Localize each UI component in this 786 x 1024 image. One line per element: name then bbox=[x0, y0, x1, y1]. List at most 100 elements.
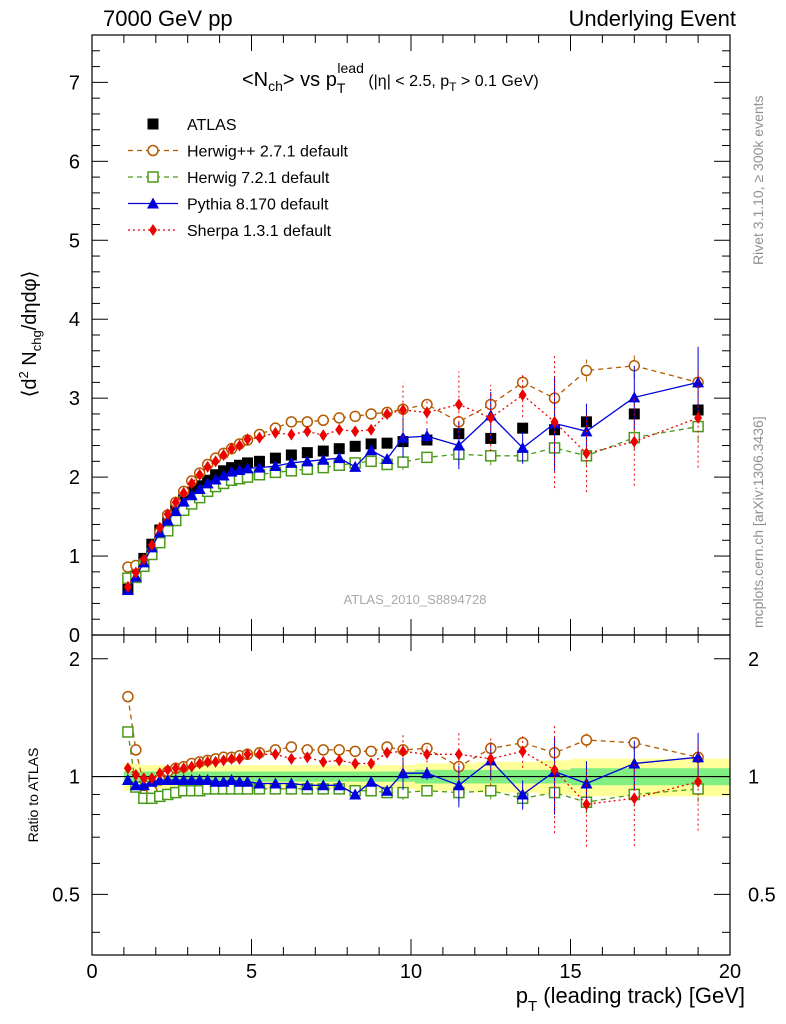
point-main bbox=[301, 455, 314, 467]
point-main bbox=[365, 408, 377, 420]
point-ratio bbox=[317, 779, 330, 791]
legend-entry: Pythia 8.170 default bbox=[128, 197, 329, 214]
point-main bbox=[365, 455, 377, 468]
legend-entry: Herwig 7.2.1 default bbox=[128, 170, 330, 187]
point-main bbox=[287, 428, 296, 441]
y-tick-label-main: 2 bbox=[69, 467, 80, 489]
point-ratio bbox=[153, 773, 166, 785]
point-ratio bbox=[303, 751, 312, 764]
point-main bbox=[209, 473, 222, 485]
point-main bbox=[333, 443, 345, 455]
point-main bbox=[211, 455, 220, 468]
point-ratio bbox=[486, 752, 495, 765]
legend-marker bbox=[147, 118, 159, 130]
mcplots-label: mcplots.cern.ch [arXiv:1306.3436] bbox=[750, 416, 766, 628]
point-main bbox=[582, 447, 591, 460]
xlabel-p: p bbox=[516, 983, 528, 1008]
point-ratio bbox=[452, 779, 465, 791]
point-ratio bbox=[243, 748, 252, 761]
point-main bbox=[381, 437, 393, 449]
y-axis-label-ratio: Ratio to ATLAS bbox=[25, 748, 41, 843]
series-main-4 bbox=[123, 355, 703, 593]
point-main bbox=[421, 451, 433, 464]
y-tick-label-ratio: 1 bbox=[69, 767, 80, 789]
point-main bbox=[580, 364, 593, 377]
point-main bbox=[155, 521, 164, 534]
point-main bbox=[333, 452, 346, 464]
point-main bbox=[271, 426, 280, 439]
header-right: Underlying Event bbox=[568, 6, 736, 31]
point-main bbox=[317, 414, 330, 427]
y-axis-label-main: ⟨d2 Nchg/dηdφ⟩ bbox=[16, 271, 44, 398]
point-ratio bbox=[421, 784, 433, 797]
point-ratio bbox=[201, 773, 214, 785]
point-ratio bbox=[333, 779, 346, 791]
point-ratio bbox=[137, 779, 150, 791]
point-main bbox=[185, 489, 198, 501]
point-main bbox=[351, 425, 360, 438]
point-main bbox=[253, 461, 266, 473]
title-lhs-sub: ch bbox=[268, 78, 283, 94]
point-ratio bbox=[185, 773, 198, 785]
point-main bbox=[630, 435, 639, 448]
point-ratio bbox=[179, 762, 188, 775]
point-main bbox=[162, 525, 174, 537]
point-main bbox=[301, 447, 313, 459]
point-main bbox=[131, 566, 140, 579]
point-ratio bbox=[630, 792, 639, 805]
ylabel-part1: ⟨d bbox=[19, 378, 41, 397]
ylabel-sub: chg bbox=[29, 330, 44, 351]
point-main bbox=[285, 449, 297, 461]
title-lhs: <N bbox=[242, 69, 268, 91]
point-main bbox=[269, 452, 281, 464]
point-main bbox=[123, 580, 132, 593]
point-main bbox=[255, 431, 264, 444]
x-axis-label: pT (leading track) [GeV] bbox=[516, 983, 745, 1015]
point-ratio bbox=[580, 777, 593, 789]
legend-label: Sherpa 1.3.1 default bbox=[187, 223, 332, 240]
legend: ATLAS Herwig++ 2.7.1 default Herwig 7.2.1 … bbox=[128, 117, 349, 240]
point-ratio bbox=[365, 745, 377, 758]
main-plot-title: <Nch> vs pTlead (|η| < 2.5, pT > 0.1 GeV… bbox=[242, 60, 539, 96]
legend-entry: Herwig++ 2.7.1 default bbox=[128, 144, 349, 161]
point-main bbox=[253, 455, 265, 467]
point-ratio bbox=[287, 752, 296, 765]
title-lhs-end: > vs p bbox=[283, 69, 337, 91]
point-ratio bbox=[169, 773, 182, 785]
point-ratio bbox=[177, 773, 190, 785]
axis-ticks: 0 5 10 15 20 0 1 2 3 4 5 6 7 0.5 0.5 1 1 2 2 bbox=[52, 34, 776, 983]
series-line-main bbox=[127, 394, 699, 588]
xlabel-rest: (leading track) [GeV] bbox=[537, 983, 745, 1008]
title-pt-sup: lead bbox=[337, 60, 363, 76]
point-ratio bbox=[139, 772, 148, 785]
legend-entry: ATLAS bbox=[147, 117, 237, 134]
point-ratio bbox=[271, 748, 280, 761]
point-ratio bbox=[365, 784, 377, 797]
point-ratio bbox=[694, 775, 703, 788]
point-ratio bbox=[255, 748, 264, 761]
point-ratio bbox=[422, 748, 431, 761]
y-tick-label-ratio-right: 0.5 bbox=[748, 884, 776, 906]
point-main bbox=[195, 468, 204, 481]
point-main bbox=[518, 389, 527, 401]
legend-label: Herwig++ 2.7.1 default bbox=[187, 144, 349, 161]
point-main bbox=[317, 445, 329, 457]
point-ratio bbox=[203, 755, 212, 768]
series-line-ratio bbox=[127, 750, 699, 805]
point-main bbox=[349, 410, 361, 423]
point-main bbox=[628, 391, 641, 403]
point-main bbox=[516, 441, 529, 453]
point-ratio bbox=[399, 745, 408, 758]
point-main bbox=[452, 439, 465, 451]
series-line-main bbox=[127, 425, 699, 579]
point-ratio bbox=[317, 744, 330, 756]
point-main bbox=[147, 539, 156, 551]
x-tick-label: 0 bbox=[86, 961, 97, 983]
point-ratio bbox=[333, 744, 345, 756]
point-ratio bbox=[227, 752, 236, 765]
point-main bbox=[187, 477, 196, 490]
point-ratio bbox=[195, 757, 204, 770]
point-main bbox=[319, 429, 328, 442]
y-tick-label-main: 3 bbox=[69, 388, 80, 410]
